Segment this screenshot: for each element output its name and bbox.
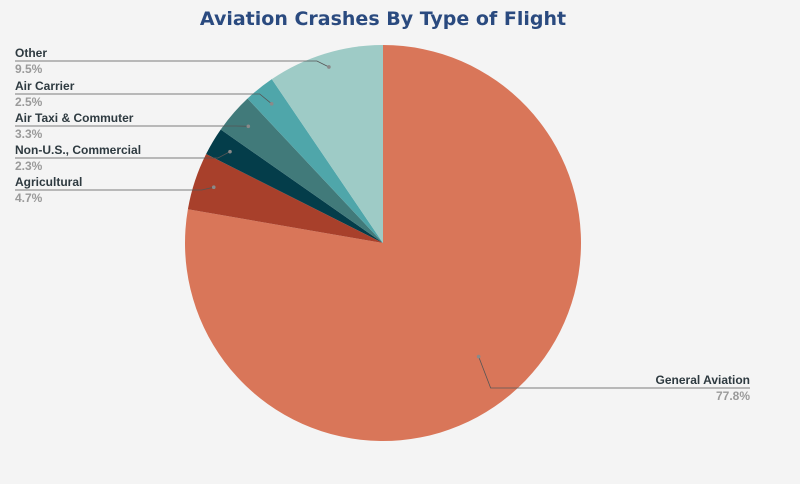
slice-label-agricultural: Agricultural — [15, 175, 82, 189]
slice-label-other: Other — [15, 46, 47, 60]
slice-value-air-carrier: 2.5% — [15, 95, 43, 109]
slice-labels: General Aviation 77.8% Agricultural 4.7% Non… — [15, 46, 750, 403]
leader-line-agricultural — [15, 186, 214, 191]
pie-slice-air-carrier — [247, 79, 383, 243]
leader-line-general-aviation — [478, 356, 750, 389]
leader-dot-non-u-s-commercial — [228, 149, 232, 154]
leader-dot-air-taxi-commuter — [246, 124, 251, 129]
leader-dot-agricultural — [211, 185, 216, 189]
chart-title: Aviation Crashes By Type of Flight — [200, 8, 566, 30]
leader-dot-other — [327, 65, 331, 69]
leader-line-air-carrier — [15, 93, 272, 105]
slice-label-general-aviation: General Aviation — [656, 373, 750, 387]
slice-value-agricultural: 4.7% — [15, 191, 43, 205]
slice-value-non-u-s-commercial: 2.3% — [15, 159, 43, 173]
leader-line-non-u-s-commercial — [15, 151, 231, 159]
pie-slices — [184, 45, 581, 441]
slice-value-air-taxi-commuter: 3.3% — [15, 127, 43, 141]
slice-label-air-taxi-commuter: Air Taxi & Commuter — [15, 111, 134, 125]
pie-slice-non-u-s-commercial — [206, 129, 383, 243]
leader-line-other — [15, 60, 330, 68]
slice-label-air-carrier: Air Carrier — [15, 79, 75, 93]
pie-slice-other — [271, 45, 383, 243]
slice-value-general-aviation: 77.8% — [716, 389, 750, 403]
slice-label-non-u-s-commercial: Non-U.S., Commercial — [15, 143, 141, 157]
leader-dot-general-aviation — [476, 354, 481, 359]
pie-slice-air-taxi-commuter — [220, 98, 383, 243]
pie-slice-agricultural — [187, 154, 383, 243]
slice-value-other: 9.5% — [15, 62, 43, 76]
leader-dot-air-carrier — [269, 102, 274, 106]
